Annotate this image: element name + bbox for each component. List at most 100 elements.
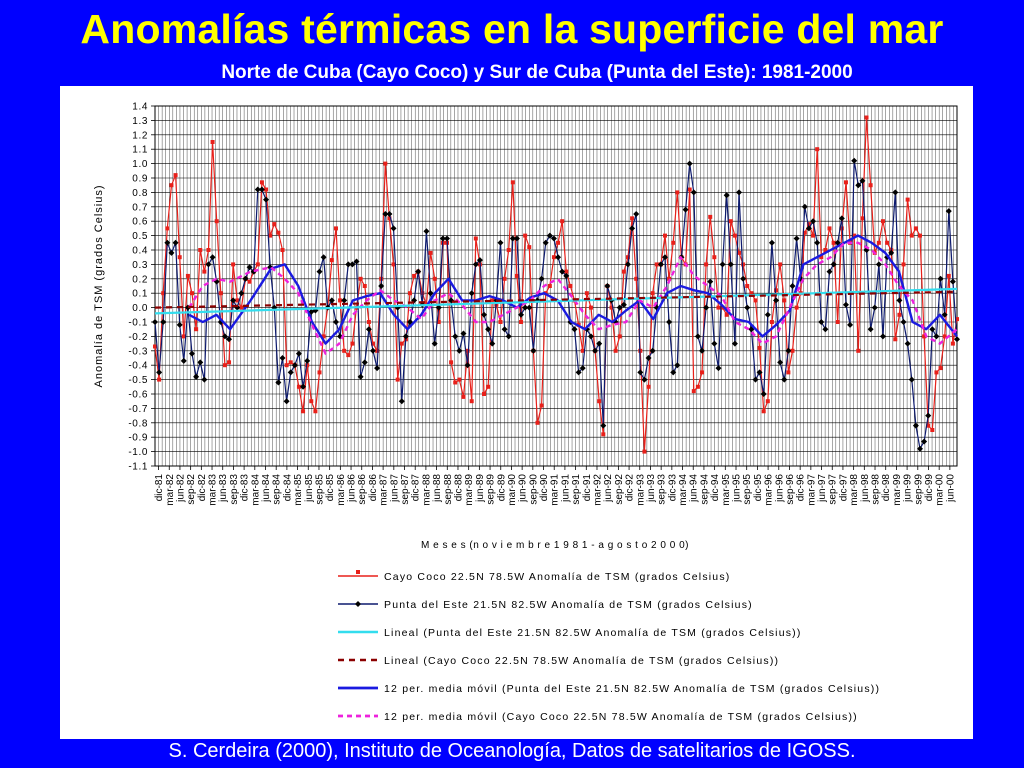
data-point-punta-del-este (587, 333, 594, 340)
data-point-cayo-coco (621, 269, 626, 274)
data-point-punta-del-este (888, 249, 895, 256)
data-point-cayo-coco (366, 320, 371, 324)
data-point-punta-del-este (604, 283, 611, 289)
x-tick-label: mar-94 (678, 474, 689, 506)
data-point-punta-del-este (201, 376, 208, 383)
data-point-punta-del-este (773, 297, 780, 304)
data-point-cayo-coco (469, 399, 474, 404)
data-point-cayo-coco (811, 233, 816, 238)
data-point-cayo-coco (333, 226, 338, 231)
data-point-punta-del-este (398, 398, 405, 405)
data-point-cayo-coco (609, 305, 614, 310)
slide-subtitle: Norte de Cuba (Cayo Coco) y Sur de Cuba … (221, 62, 853, 83)
chart-panel: 1.4 1.3 1.2 1.1 1.0 0.9 0.8 0.7 0.6 0.5 0.4 0.3 0.2 0… (60, 86, 973, 739)
data-point-cayo-coco (930, 428, 935, 432)
data-point-cayo-coco (185, 273, 190, 278)
data-point-cayo-coco (519, 320, 524, 324)
data-point-cayo-coco (465, 348, 470, 353)
data-point-punta-del-este (304, 357, 311, 364)
data-point-punta-del-este (764, 311, 771, 318)
data-point-punta-del-este (472, 261, 479, 268)
data-point-punta-del-este (390, 225, 397, 232)
data-point-punta-del-este (369, 347, 376, 354)
data-point-punta-del-este (345, 261, 352, 268)
slide-title: Anomalías térmicas en la superficie del … (80, 6, 944, 52)
data-point-cayo-coco (922, 334, 927, 339)
series-line-moving-average (188, 234, 958, 345)
data-point-punta-del-este (258, 186, 265, 193)
data-point-punta-del-este (563, 272, 570, 279)
x-tick-label: mar-99 (892, 474, 903, 506)
x-tick-label: sep-87 (400, 474, 411, 505)
data-point-cayo-coco (885, 240, 890, 245)
x-tick-label: dic-86 (368, 474, 379, 502)
data-point-cayo-coco (634, 276, 639, 281)
data-point-cayo-coco (687, 187, 692, 192)
x-tick-label: jun-86 (347, 474, 358, 503)
data-point-cayo-coco (584, 291, 589, 296)
x-tick-label: mar-00 (935, 474, 946, 506)
data-point-cayo-coco (560, 219, 565, 224)
data-point-cayo-coco (909, 233, 914, 238)
x-tick-label: sep-99 (913, 474, 924, 505)
data-point-cayo-coco (301, 409, 306, 414)
data-point-cayo-coco (412, 273, 417, 278)
x-tick-label: mar-84 (250, 474, 261, 506)
data-point-cayo-coco (272, 222, 277, 227)
data-point-punta-del-este (550, 235, 557, 242)
data-point-punta-del-este (781, 376, 788, 383)
data-point-cayo-coco (790, 348, 795, 353)
data-point-cayo-coco (350, 341, 355, 346)
data-point-cayo-coco (346, 353, 351, 358)
data-point-punta-del-este (768, 239, 775, 246)
data-point-punta-del-este (859, 177, 866, 184)
x-tick-label: sep-93 (657, 474, 668, 505)
data-point-punta-del-este (189, 350, 196, 357)
data-point-punta-del-este (452, 333, 459, 340)
x-tick-label: mar-86 (336, 474, 347, 506)
data-point-cayo-coco (317, 370, 322, 375)
x-tick-label: dic-90 (539, 474, 550, 502)
data-point-punta-del-este (332, 319, 339, 325)
data-point-punta-del-este (295, 350, 302, 357)
data-point-punta-del-este (686, 160, 693, 167)
data-point-cayo-coco (202, 269, 207, 274)
x-tick-label: sep-84 (272, 474, 283, 505)
data-point-cayo-coco (288, 360, 293, 365)
x-tick-label: jun-83 (218, 474, 229, 503)
data-point-punta-del-este (435, 304, 442, 311)
x-tick-label: sep-90 (528, 474, 539, 505)
x-tick-label: dic-84 (282, 474, 293, 502)
data-point-cayo-coco (880, 219, 885, 224)
data-point-cayo-coco (765, 399, 770, 404)
data-point-cayo-coco (239, 305, 244, 310)
x-tick-label: jun-92 (603, 474, 614, 503)
data-point-punta-del-este (945, 208, 952, 215)
data-point-punta-del-este (929, 326, 936, 333)
x-tick-label: sep-88 (443, 474, 454, 505)
data-point-punta-del-este (530, 347, 537, 354)
data-point-cayo-coco (695, 384, 700, 389)
data-point-punta-del-este (559, 268, 566, 275)
x-tick-label: jun-95 (732, 474, 743, 503)
y-tick-label: 1.0 (132, 159, 148, 170)
data-point-punta-del-este (193, 373, 200, 380)
data-point-cayo-coco (510, 180, 515, 185)
x-tick-label: mar-96 (764, 474, 775, 506)
x-tick-label: jun-82 (175, 474, 186, 503)
x-tick-label: dic-97 (838, 474, 849, 502)
data-point-cayo-coco (231, 262, 236, 267)
x-tick-label: sep-94 (699, 474, 710, 505)
data-point-punta-del-este (378, 283, 385, 289)
data-point-cayo-coco (769, 320, 774, 324)
data-point-punta-del-este (661, 254, 668, 261)
x-tick-label: jun-85 (304, 474, 315, 503)
y-tick-label: 0.8 (132, 188, 148, 199)
data-point-punta-del-este (456, 347, 463, 354)
data-point-punta-del-este (357, 373, 364, 380)
data-point-punta-del-este (230, 297, 237, 304)
x-tick-label: jun-88 (432, 474, 443, 503)
data-point-cayo-coco (214, 219, 219, 224)
data-point-punta-del-este (156, 369, 163, 376)
data-point-punta-del-este (682, 206, 689, 213)
